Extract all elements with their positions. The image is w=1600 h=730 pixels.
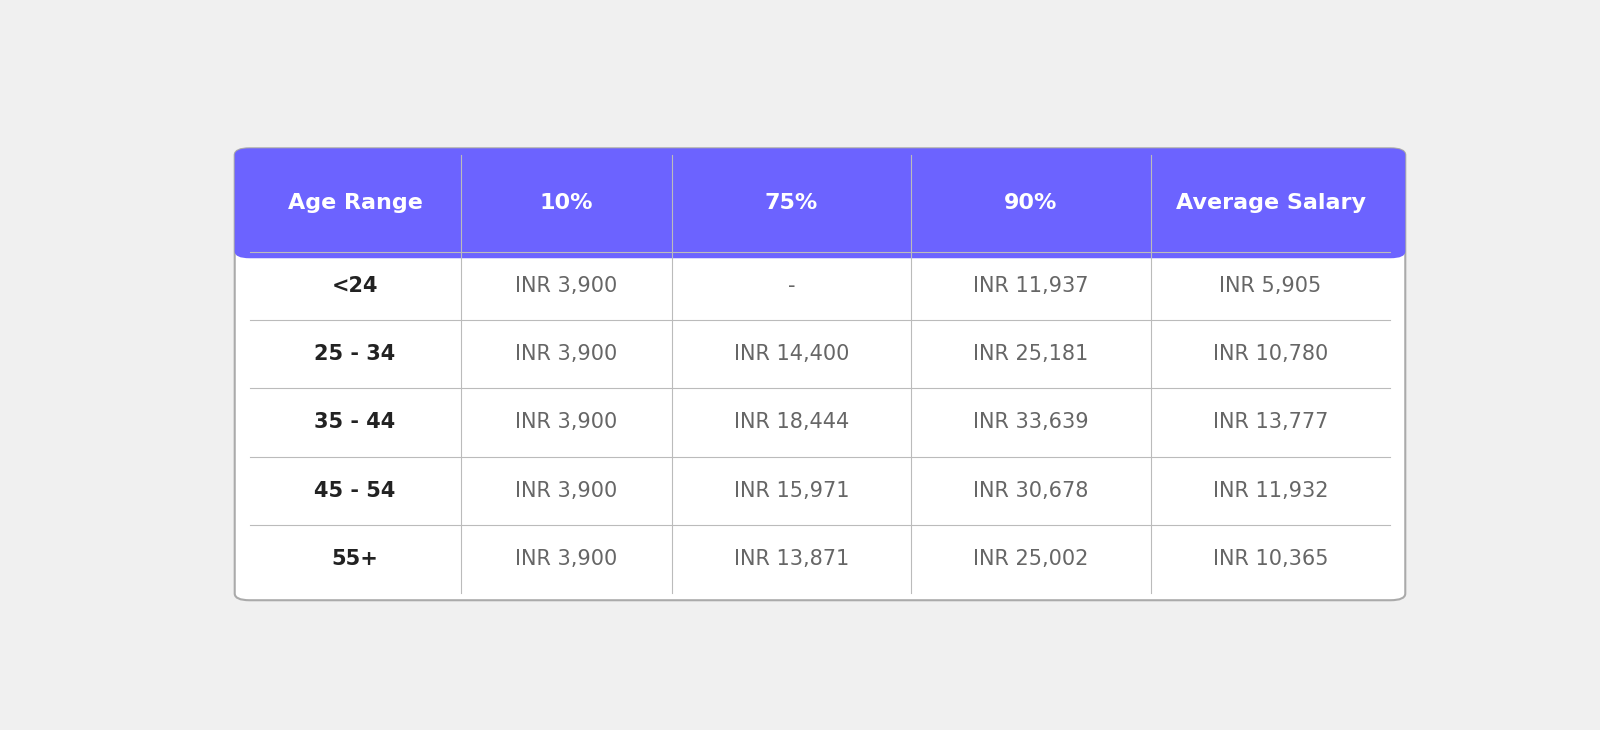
Text: INR 15,971: INR 15,971 — [734, 481, 850, 501]
Text: INR 11,932: INR 11,932 — [1213, 481, 1328, 501]
Text: INR 33,639: INR 33,639 — [973, 412, 1090, 432]
Text: INR 25,002: INR 25,002 — [973, 549, 1088, 569]
Text: INR 5,905: INR 5,905 — [1219, 276, 1322, 296]
Text: INR 3,900: INR 3,900 — [515, 481, 618, 501]
Text: INR 30,678: INR 30,678 — [973, 481, 1088, 501]
Text: Average Salary: Average Salary — [1176, 193, 1366, 213]
Text: Age Range: Age Range — [288, 193, 422, 213]
Text: 25 - 34: 25 - 34 — [315, 344, 395, 364]
FancyBboxPatch shape — [235, 148, 1405, 600]
FancyBboxPatch shape — [250, 213, 1390, 252]
Text: 55+: 55+ — [331, 549, 379, 569]
Text: INR 3,900: INR 3,900 — [515, 549, 618, 569]
Text: INR 18,444: INR 18,444 — [734, 412, 850, 432]
Text: INR 10,365: INR 10,365 — [1213, 549, 1328, 569]
Text: 75%: 75% — [765, 193, 818, 213]
Text: INR 10,780: INR 10,780 — [1213, 344, 1328, 364]
Text: INR 14,400: INR 14,400 — [734, 344, 850, 364]
Text: INR 3,900: INR 3,900 — [515, 412, 618, 432]
Text: INR 3,900: INR 3,900 — [515, 344, 618, 364]
Text: INR 25,181: INR 25,181 — [973, 344, 1088, 364]
Text: 35 - 44: 35 - 44 — [315, 412, 395, 432]
Text: INR 13,871: INR 13,871 — [734, 549, 850, 569]
Text: -: - — [787, 276, 795, 296]
Text: 45 - 54: 45 - 54 — [315, 481, 395, 501]
Text: INR 3,900: INR 3,900 — [515, 276, 618, 296]
Text: INR 13,777: INR 13,777 — [1213, 412, 1328, 432]
FancyBboxPatch shape — [235, 148, 1405, 258]
Text: 10%: 10% — [539, 193, 594, 213]
Text: INR 11,937: INR 11,937 — [973, 276, 1088, 296]
Text: 90%: 90% — [1005, 193, 1058, 213]
Text: <24: <24 — [331, 276, 378, 296]
